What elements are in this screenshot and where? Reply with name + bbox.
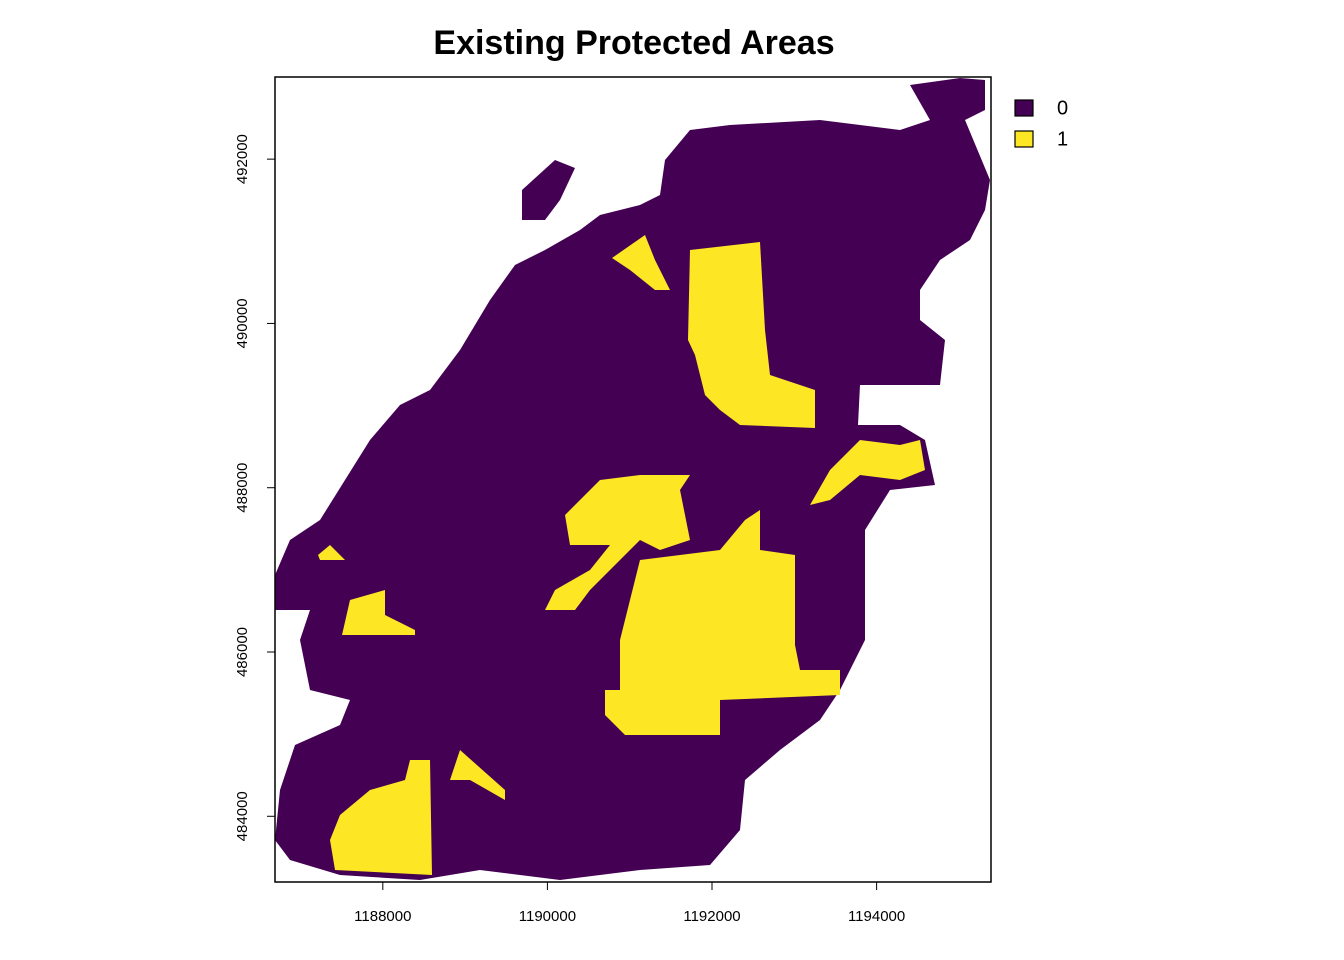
plot-frame — [274, 76, 992, 883]
x-tick-label: 1194000 — [848, 908, 905, 925]
protected-area — [688, 242, 815, 428]
legend-label: 0 — [1057, 97, 1068, 119]
map-title: Existing Protected Areas — [433, 24, 834, 62]
protected-area — [810, 440, 925, 505]
x-tick-label: 1192000 — [683, 908, 740, 925]
protected-area — [450, 750, 505, 800]
y-tick-label: 484000 — [234, 791, 251, 841]
protected-area — [342, 590, 415, 635]
legend-swatch — [1014, 99, 1034, 117]
legend-swatch — [1014, 130, 1034, 148]
y-tick-label: 488000 — [234, 463, 251, 513]
raster — [275, 78, 990, 880]
y-tick-label: 490000 — [234, 298, 251, 348]
protected-area — [545, 475, 690, 610]
protected-area — [318, 545, 345, 560]
legend-label: 1 — [1057, 128, 1068, 150]
x-tick-label: 1190000 — [519, 908, 576, 925]
protected-area — [605, 510, 840, 735]
x-tick-label: 1188000 — [354, 908, 411, 925]
unprotected-area — [522, 160, 575, 220]
protected-area — [612, 235, 670, 290]
y-tick-label: 486000 — [234, 627, 251, 677]
protected-area — [330, 760, 432, 875]
y-tick-label: 492000 — [234, 134, 251, 184]
